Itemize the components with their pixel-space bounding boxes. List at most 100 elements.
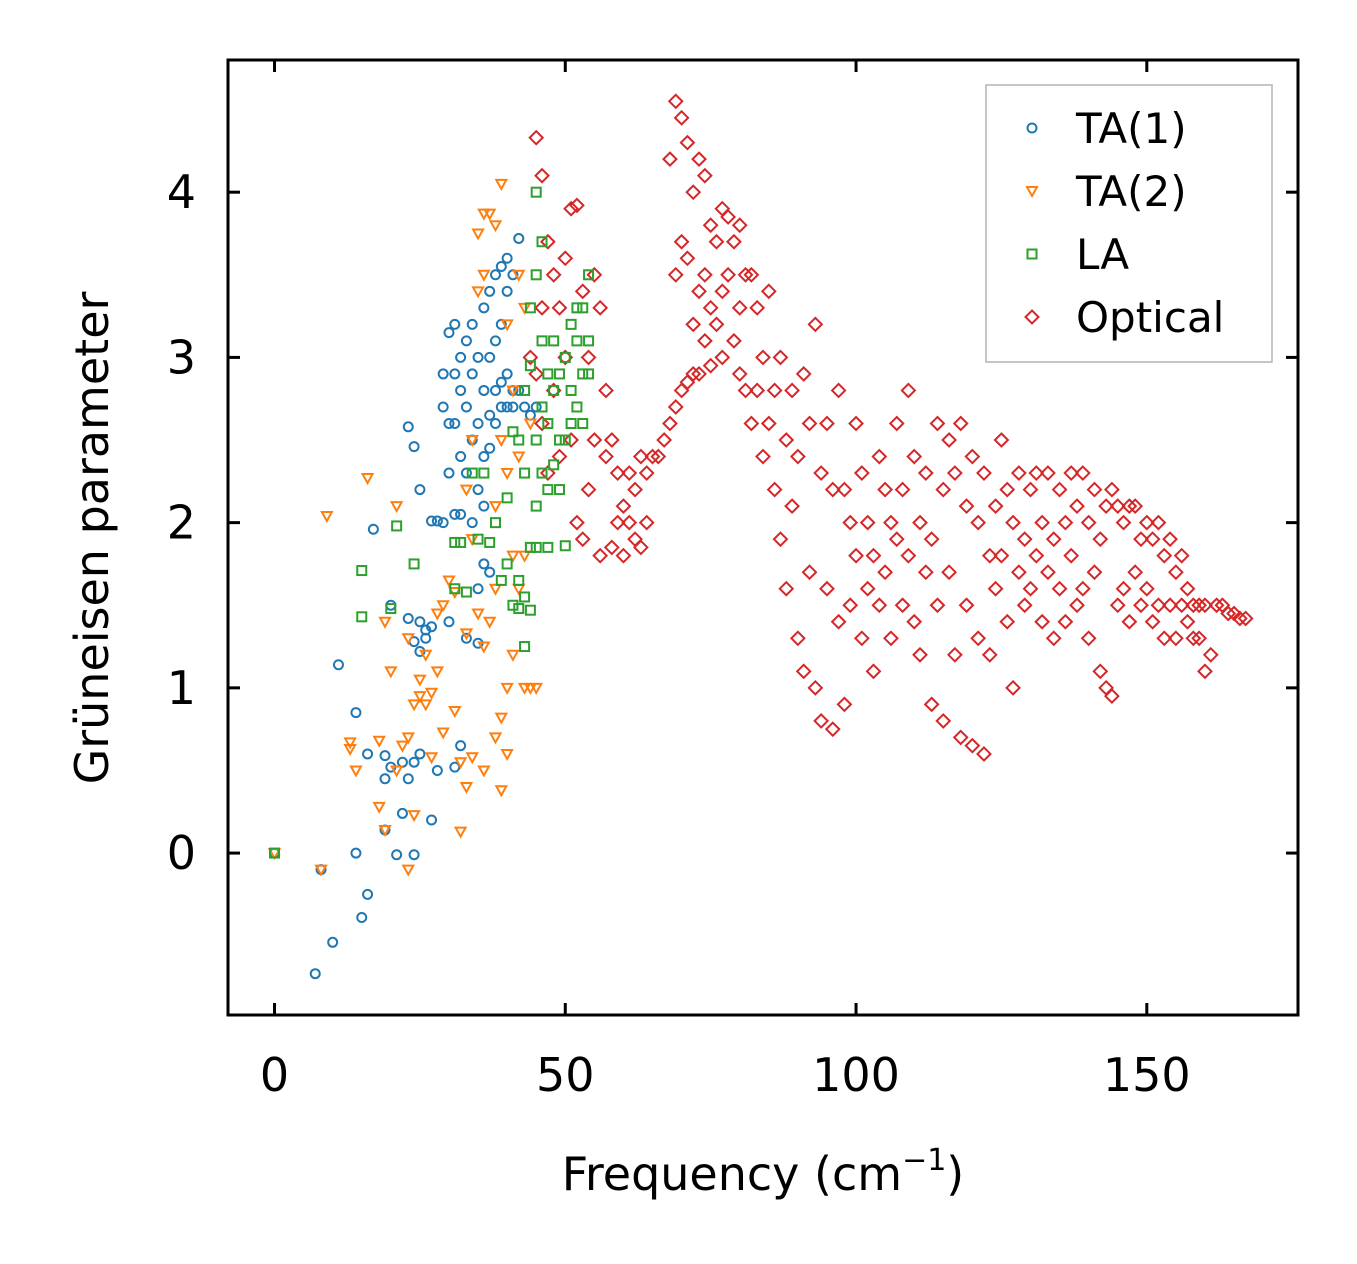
data-point: [667, 93, 684, 110]
data-point: [391, 849, 403, 861]
data-point: [1040, 465, 1056, 481]
data-point: [459, 628, 474, 641]
data-point: [494, 785, 509, 798]
data-point: [519, 641, 531, 653]
legend-entry: TA(2): [1025, 167, 1187, 216]
data-point: [807, 679, 824, 696]
data-point: [372, 735, 386, 748]
data-point: [1028, 547, 1045, 564]
data-point: [883, 514, 899, 531]
data-point: [477, 641, 491, 654]
data-point: [714, 200, 731, 217]
data-point: [859, 514, 876, 531]
data-point: [408, 849, 420, 861]
data-point: [490, 269, 501, 281]
data-point: [1040, 564, 1056, 581]
data-point: [478, 467, 490, 479]
data-point: [830, 382, 847, 399]
data-point: [402, 773, 414, 785]
data-point: [859, 580, 876, 597]
data-point: [784, 498, 800, 515]
data-point: [644, 448, 661, 465]
data-point: [501, 558, 513, 570]
data-point: [350, 707, 362, 719]
data-point: [471, 608, 485, 621]
legend-entry: Optical: [1024, 293, 1224, 342]
data-point: [577, 417, 589, 429]
data-point: [309, 968, 321, 980]
data-point: [708, 316, 725, 333]
data-point: [1092, 663, 1109, 680]
data-point: [530, 269, 542, 281]
data-point: [389, 765, 404, 778]
data-point: [1167, 630, 1184, 647]
data-point: [542, 417, 554, 429]
data-point: [580, 481, 597, 498]
data-point: [1092, 531, 1109, 548]
data-point: [1045, 531, 1062, 548]
legend-label: LA: [1076, 230, 1129, 279]
data-point: [685, 184, 702, 201]
data-point: [627, 531, 643, 548]
data-point: [766, 481, 783, 498]
data-point: [1074, 465, 1091, 481]
data-point: [501, 492, 513, 504]
data-point: [512, 451, 526, 464]
data-point: [743, 415, 760, 432]
data-point: [551, 299, 568, 316]
data-point: [958, 597, 975, 614]
data-point: [484, 536, 496, 548]
data-point: [495, 376, 507, 388]
data-point: [524, 604, 536, 616]
data-point: [443, 616, 455, 628]
data-point: [941, 564, 958, 581]
data-point: [548, 335, 560, 347]
data-point: [720, 266, 737, 283]
data-point: [679, 374, 696, 391]
data-point: [507, 401, 519, 413]
data-point: [737, 266, 754, 283]
data-point: [1063, 547, 1080, 564]
data-point: [1185, 630, 1202, 647]
data-point: [696, 332, 713, 349]
data-point: [766, 382, 783, 399]
data-point: [836, 696, 853, 713]
data-point: [917, 465, 934, 481]
data-point: [685, 316, 702, 333]
data-point: [1191, 630, 1208, 647]
data-points-layer: [267, 93, 1254, 980]
data-point: [714, 349, 731, 366]
data-point: [559, 434, 571, 446]
data-point: [419, 699, 433, 712]
data-point: [760, 283, 777, 300]
data-point: [536, 335, 548, 347]
data-point: [627, 481, 643, 498]
data-point: [471, 228, 485, 241]
data-point: [553, 368, 565, 380]
x-tick-label: 0: [260, 1048, 289, 1102]
data-point: [528, 366, 545, 382]
data-point: [1016, 531, 1033, 548]
axis-ticks: 0 50 100 150 0 1 2 3 4: [167, 60, 1298, 1102]
data-point: [453, 757, 468, 770]
data-point: [565, 318, 577, 330]
data-point: [900, 547, 917, 564]
legend-marker: [1025, 186, 1039, 199]
data-point: [343, 743, 357, 757]
data-point: [946, 465, 963, 481]
data-point: [571, 335, 583, 347]
data-point: [621, 514, 638, 531]
data-point: [1121, 613, 1138, 630]
data-point: [506, 385, 520, 398]
data-point: [507, 426, 519, 438]
data-point: [574, 531, 591, 548]
data-point: [1063, 465, 1080, 481]
data-point: [621, 465, 638, 481]
data-point: [449, 508, 461, 520]
data-point: [349, 765, 363, 778]
data-point: [598, 448, 614, 465]
data-point: [708, 233, 725, 250]
data-point: [592, 299, 609, 316]
data-point: [1173, 597, 1190, 614]
